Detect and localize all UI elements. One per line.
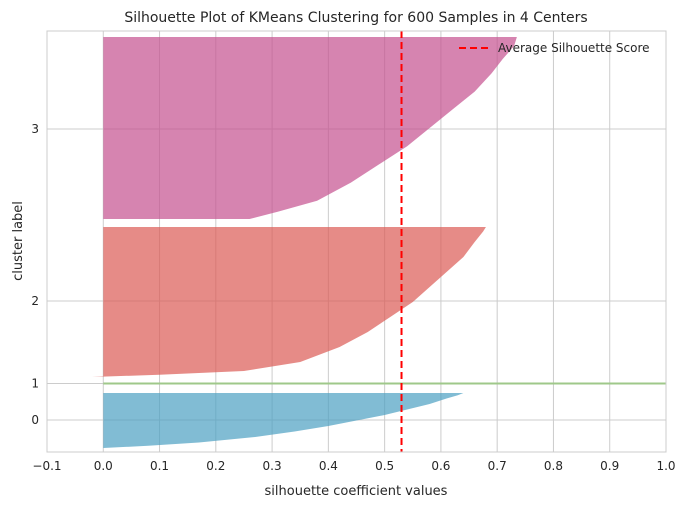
- x-tick-labels: −0.1 0.0 0.1 0.2 0.3 0.4 0.5 0.6 0.7 0.8 0.9 1.0: [32, 459, 675, 473]
- cluster-2-silhouette: [92, 227, 486, 377]
- chart-title: Silhouette Plot of KMeans Clustering for…: [124, 10, 587, 26]
- x-axis-label: silhouette coefficient values: [265, 484, 448, 499]
- clusters: [92, 37, 666, 448]
- x-tick-label: 0.4: [319, 459, 338, 473]
- legend-entry: Average Silhouette Score: [498, 41, 650, 55]
- cluster-3-silhouette: [103, 37, 517, 219]
- x-tick-label: 0.8: [544, 459, 563, 473]
- x-tick-label: 0.7: [488, 459, 507, 473]
- x-tick-label: 0.5: [375, 459, 394, 473]
- legend: Average Silhouette Score: [459, 41, 650, 55]
- x-tick-label: 0.3: [263, 459, 282, 473]
- y-tick-label: 2: [31, 294, 39, 308]
- y-tick-labels: 0 1 2 3: [31, 122, 39, 427]
- y-tick-label: 1: [31, 377, 39, 391]
- x-tick-label: 0.1: [150, 459, 169, 473]
- x-tick-label: 0.6: [431, 459, 450, 473]
- cluster-0-silhouette: [103, 393, 464, 448]
- y-tick-label: 0: [31, 413, 39, 427]
- x-tick-label: 1.0: [656, 459, 675, 473]
- x-tick-label: 0.2: [206, 459, 225, 473]
- y-tick-label: 3: [31, 122, 39, 136]
- x-tick-label: 0.0: [94, 459, 113, 473]
- y-axis-label: cluster label: [11, 201, 26, 281]
- x-tick-label: −0.1: [32, 459, 61, 473]
- plot-frame: [46, 30, 667, 453]
- x-tick-label: 0.9: [600, 459, 619, 473]
